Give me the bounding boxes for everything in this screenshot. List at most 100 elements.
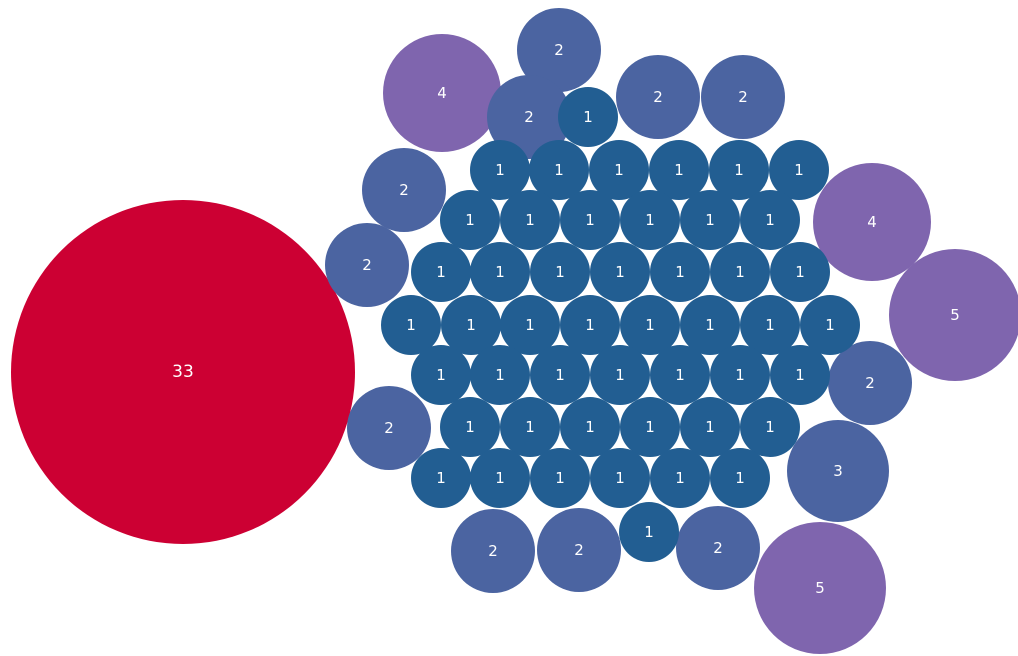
bubble[interactable]: 5 bbox=[754, 522, 886, 654]
bubble[interactable]: 1 bbox=[770, 345, 830, 405]
bubble-circle[interactable] bbox=[754, 522, 886, 654]
bubble[interactable]: 1 bbox=[709, 140, 769, 200]
bubble-circle[interactable] bbox=[11, 200, 355, 544]
bubble-circle[interactable] bbox=[650, 448, 710, 508]
bubble[interactable]: 1 bbox=[769, 140, 829, 200]
bubble[interactable]: 1 bbox=[740, 295, 800, 355]
bubble[interactable]: 1 bbox=[530, 242, 590, 302]
bubble-circle[interactable] bbox=[680, 295, 740, 355]
bubble[interactable]: 2 bbox=[828, 341, 912, 425]
bubble[interactable]: 1 bbox=[411, 345, 471, 405]
bubble-circle[interactable] bbox=[529, 140, 589, 200]
bubble-circle[interactable] bbox=[530, 242, 590, 302]
bubble-circle[interactable] bbox=[440, 190, 500, 250]
bubble-circle[interactable] bbox=[620, 397, 680, 457]
bubble-circle[interactable] bbox=[740, 190, 800, 250]
bubble-circle[interactable] bbox=[500, 190, 560, 250]
bubble[interactable]: 1 bbox=[590, 242, 650, 302]
bubble-circle[interactable] bbox=[470, 242, 530, 302]
bubble-circle[interactable] bbox=[813, 163, 931, 281]
bubble-circle[interactable] bbox=[620, 295, 680, 355]
bubble[interactable]: 1 bbox=[800, 295, 860, 355]
bubble-circle[interactable] bbox=[470, 345, 530, 405]
bubble[interactable]: 1 bbox=[589, 140, 649, 200]
bubble-circle[interactable] bbox=[530, 345, 590, 405]
bubble[interactable]: 1 bbox=[500, 397, 560, 457]
bubble[interactable]: 1 bbox=[530, 345, 590, 405]
bubble[interactable]: 1 bbox=[740, 397, 800, 457]
bubble-circle[interactable] bbox=[470, 140, 530, 200]
bubble[interactable]: 2 bbox=[537, 508, 621, 592]
bubble[interactable]: 1 bbox=[620, 295, 680, 355]
bubble-circle[interactable] bbox=[650, 242, 710, 302]
bubble-circle[interactable] bbox=[440, 397, 500, 457]
bubble-circle[interactable] bbox=[451, 509, 535, 593]
bubble[interactable]: 1 bbox=[470, 140, 530, 200]
bubble[interactable]: 1 bbox=[500, 190, 560, 250]
bubble[interactable]: 1 bbox=[558, 87, 618, 147]
bubble[interactable]: 1 bbox=[470, 242, 530, 302]
bubble-circle[interactable] bbox=[325, 223, 409, 307]
bubble[interactable]: 1 bbox=[620, 190, 680, 250]
bubble-circle[interactable] bbox=[740, 295, 800, 355]
bubble[interactable]: 1 bbox=[680, 397, 740, 457]
bubble[interactable]: 1 bbox=[710, 448, 770, 508]
bubble[interactable]: 1 bbox=[770, 242, 830, 302]
bubble[interactable]: 3 bbox=[787, 420, 889, 522]
bubble[interactable]: 2 bbox=[616, 55, 700, 139]
bubble-circle[interactable] bbox=[770, 345, 830, 405]
bubble-circle[interactable] bbox=[710, 448, 770, 508]
bubble[interactable]: 5 bbox=[889, 249, 1018, 381]
bubble-circle[interactable] bbox=[710, 345, 770, 405]
bubble[interactable]: 1 bbox=[381, 295, 441, 355]
bubble[interactable]: 1 bbox=[680, 190, 740, 250]
bubble-circle[interactable] bbox=[558, 87, 618, 147]
bubble-circle[interactable] bbox=[589, 140, 649, 200]
bubble-circle[interactable] bbox=[362, 148, 446, 232]
bubble[interactable]: 1 bbox=[470, 345, 530, 405]
bubble[interactable]: 1 bbox=[411, 448, 471, 508]
bubble-circle[interactable] bbox=[411, 345, 471, 405]
bubble[interactable]: 1 bbox=[560, 190, 620, 250]
bubble[interactable]: 1 bbox=[710, 345, 770, 405]
bubble-circle[interactable] bbox=[709, 140, 769, 200]
bubble-circle[interactable] bbox=[590, 242, 650, 302]
bubble[interactable]: 1 bbox=[560, 295, 620, 355]
bubble-circle[interactable] bbox=[517, 8, 601, 92]
bubble[interactable]: 1 bbox=[620, 397, 680, 457]
bubble-circle[interactable] bbox=[560, 397, 620, 457]
bubble[interactable]: 1 bbox=[529, 140, 589, 200]
bubble[interactable]: 2 bbox=[676, 506, 760, 590]
bubble[interactable]: 1 bbox=[500, 295, 560, 355]
bubble[interactable]: 1 bbox=[560, 397, 620, 457]
bubble[interactable]: 1 bbox=[590, 448, 650, 508]
bubble[interactable]: 1 bbox=[649, 140, 709, 200]
bubble-circle[interactable] bbox=[500, 295, 560, 355]
bubble[interactable]: 2 bbox=[487, 75, 571, 159]
bubble-circle[interactable] bbox=[701, 55, 785, 139]
bubble[interactable]: 1 bbox=[441, 295, 501, 355]
bubble[interactable]: 1 bbox=[530, 448, 590, 508]
bubble-circle[interactable] bbox=[487, 75, 571, 159]
bubble-circle[interactable] bbox=[787, 420, 889, 522]
bubble-circle[interactable] bbox=[616, 55, 700, 139]
bubble-circle[interactable] bbox=[649, 140, 709, 200]
bubble[interactable]: 1 bbox=[680, 295, 740, 355]
bubble-circle[interactable] bbox=[680, 190, 740, 250]
bubble-circle[interactable] bbox=[560, 295, 620, 355]
bubble[interactable]: 1 bbox=[710, 242, 770, 302]
bubble-circle[interactable] bbox=[381, 295, 441, 355]
bubble[interactable]: 1 bbox=[650, 448, 710, 508]
bubble-circle[interactable] bbox=[828, 341, 912, 425]
bubble[interactable]: 1 bbox=[440, 397, 500, 457]
bubble-circle[interactable] bbox=[537, 508, 621, 592]
bubble[interactable]: 1 bbox=[650, 242, 710, 302]
bubble[interactable]: 2 bbox=[325, 223, 409, 307]
bubble[interactable]: 1 bbox=[619, 502, 679, 562]
bubble-circle[interactable] bbox=[770, 242, 830, 302]
bubble-circle[interactable] bbox=[590, 345, 650, 405]
bubble-circle[interactable] bbox=[590, 448, 650, 508]
bubble[interactable]: 4 bbox=[813, 163, 931, 281]
bubble-circle[interactable] bbox=[769, 140, 829, 200]
bubble-circle[interactable] bbox=[800, 295, 860, 355]
